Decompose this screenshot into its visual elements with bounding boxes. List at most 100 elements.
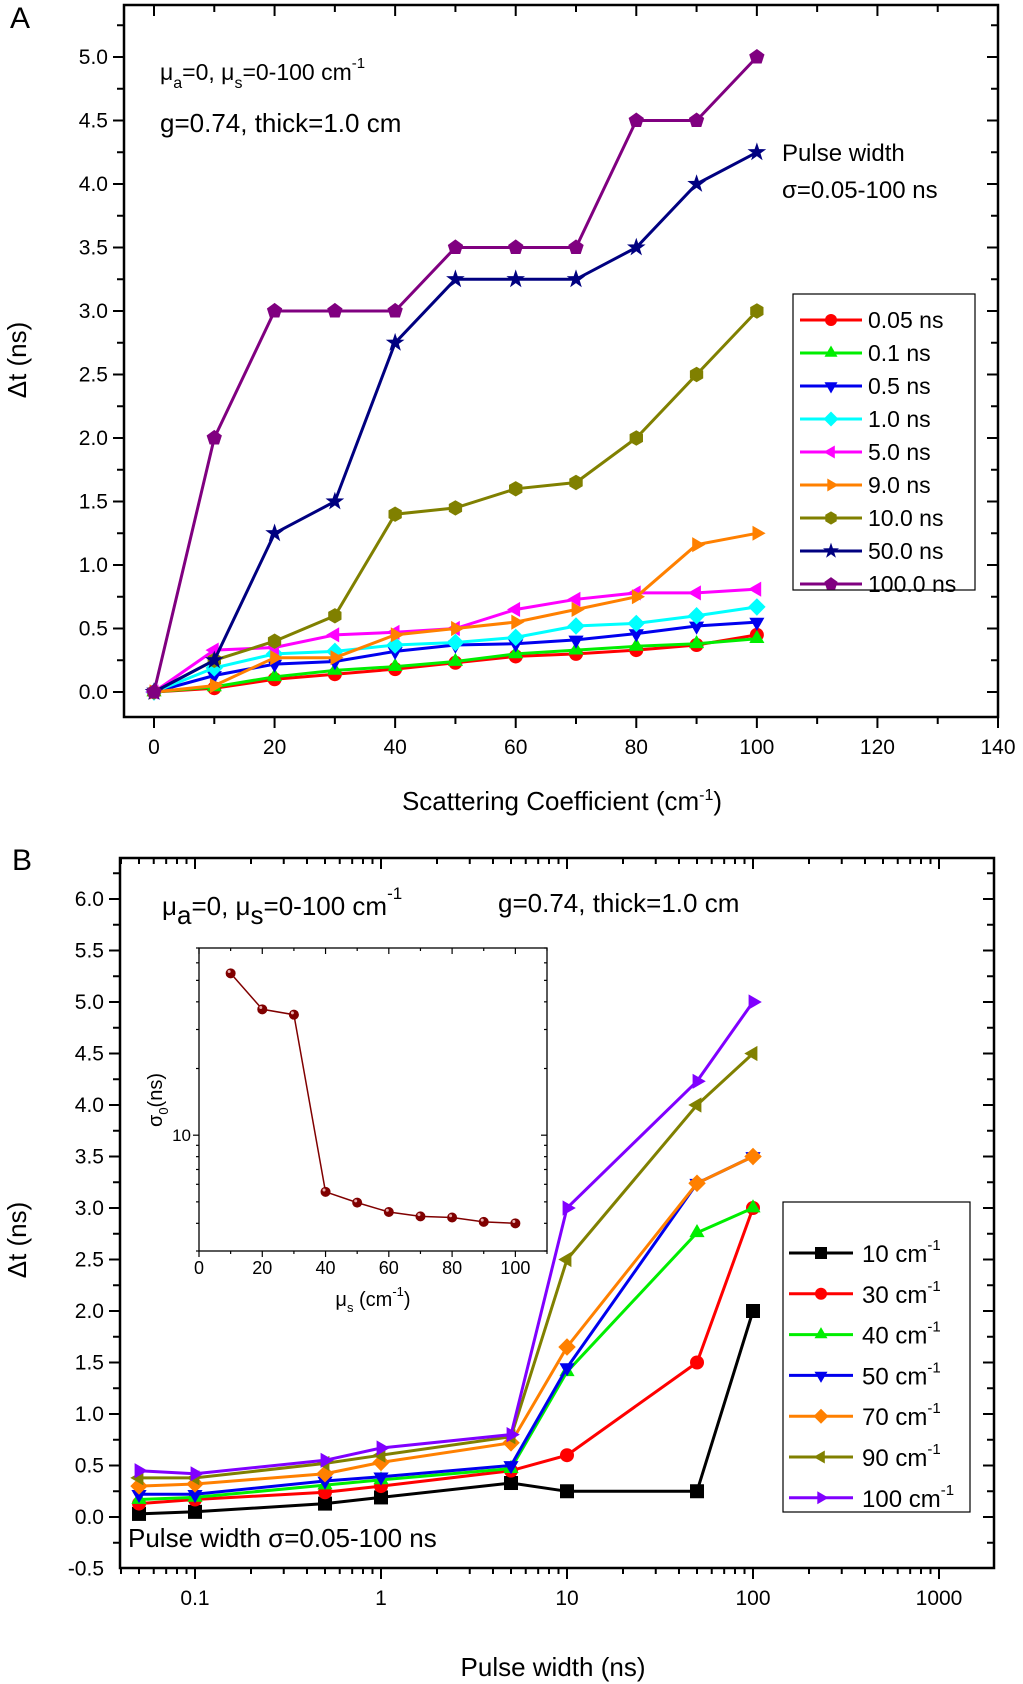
- data-point: [749, 629, 765, 643]
- y-tick-label-a: 4.5: [79, 110, 108, 133]
- inset-y-tick-label: 10: [172, 1126, 191, 1145]
- inset-data-point-highlight: [354, 1199, 358, 1203]
- data-point: [328, 608, 342, 624]
- inset-data-point-highlight: [259, 1006, 263, 1010]
- data-point: [627, 237, 646, 256]
- data-point: [507, 601, 521, 617]
- inset-data-point-highlight: [417, 1213, 421, 1217]
- data-point: [749, 617, 765, 631]
- data-point: [132, 1506, 147, 1521]
- x-axis-label-a: Scattering Coefficient (cm-1): [402, 786, 722, 816]
- y-tick-label-a: 0.5: [79, 618, 108, 641]
- data-point: [558, 1251, 572, 1268]
- inset-x-axis-label: μs (cm-1): [335, 1284, 410, 1315]
- legend-marker: [824, 577, 838, 590]
- legend-marker: [817, 1491, 829, 1505]
- data-point: [566, 269, 586, 288]
- y-tick-label-b: 2.5: [75, 1249, 104, 1272]
- series-line: [153, 150, 758, 694]
- inset-data-point-highlight: [385, 1208, 389, 1212]
- data-point: [134, 1463, 148, 1479]
- legend-a: 0.05 ns 0.1 ns 0.5 ns 1.0 ns 5.0 ns 9.0 ns 10.…: [792, 293, 976, 597]
- y-tick-label-a: 5.0: [79, 46, 108, 69]
- panel-b: B0.1 1 10 100 1000-0.50.00.51.01.52.02.53.03…: [2, 844, 996, 1682]
- y-axis-label-a: Δt (ns): [2, 322, 32, 399]
- panel-label-b: B: [12, 844, 32, 877]
- data-point: [745, 1199, 761, 1213]
- x-tick-label-b: 100: [735, 1587, 770, 1610]
- data-point: [689, 366, 704, 383]
- legend-marker: [815, 1247, 827, 1259]
- legend-marker: [814, 1327, 828, 1339]
- x-tick-label-a: 100: [739, 736, 774, 759]
- x-tick-label-a: 80: [625, 736, 648, 759]
- x-tick-label-a: 120: [860, 736, 895, 759]
- annotation-pulse-a: Pulse width: [782, 140, 905, 167]
- plot-frame-a: [122, 3, 1000, 719]
- data-point: [451, 620, 465, 637]
- data-point: [571, 601, 585, 617]
- series-70-cm: [130, 1147, 762, 1495]
- series-10-0-ns: [147, 303, 764, 700]
- x-tick-label-a: 140: [980, 736, 1015, 759]
- data-point: [746, 1304, 760, 1318]
- y-tick-label-a: 3.0: [79, 300, 108, 323]
- legend-marker: [813, 1408, 829, 1424]
- legend-marker: [823, 411, 839, 427]
- data-point: [327, 302, 343, 318]
- inset-data-point: [510, 1218, 521, 1229]
- legend-label: 100 cm-1: [862, 1482, 954, 1513]
- data-point: [131, 1490, 147, 1504]
- annotation-pulse-b: Pulse width σ=0.05-100 ns: [128, 1523, 437, 1553]
- x-tick-label-b: 1: [375, 1587, 387, 1610]
- data-point: [325, 491, 345, 510]
- series-line: [138, 1310, 755, 1516]
- data-point: [330, 650, 344, 666]
- data-point: [689, 621, 705, 635]
- data-point: [509, 481, 523, 497]
- data-point: [687, 585, 701, 601]
- data-point: [386, 636, 404, 654]
- legend-marker: [827, 478, 839, 492]
- y-tick-label-b: 3.0: [75, 1197, 104, 1220]
- data-point: [387, 302, 403, 318]
- y-tick-label-b: 5.0: [75, 991, 104, 1014]
- y-tick-label-b: 2.0: [75, 1300, 104, 1323]
- panel-a: A 0 20 40 60 80 100 120 140 0.0 0.5 1.0 1.5 2.0 2.5 3.0…: [2, 2, 1016, 816]
- data-point: [627, 614, 645, 633]
- inset-data-point: [225, 968, 236, 979]
- data-point: [692, 1073, 706, 1089]
- data-point: [560, 1448, 574, 1463]
- data-point: [688, 1097, 702, 1113]
- data-point: [205, 650, 224, 669]
- inset-line: [230, 972, 516, 1225]
- data-point: [270, 650, 284, 666]
- data-point: [446, 269, 465, 288]
- data-point: [687, 607, 706, 625]
- series-line: [138, 1207, 755, 1506]
- x-tick-label-b: 1000: [916, 1587, 963, 1610]
- legend-label: 9.0 ns: [868, 472, 931, 498]
- inset-data-point-highlight: [290, 1011, 294, 1015]
- legend-marker: [825, 314, 837, 326]
- data-point: [631, 589, 645, 605]
- data-point: [748, 994, 762, 1010]
- data-point: [508, 239, 524, 254]
- y-tick-label-a: 4.0: [79, 173, 108, 196]
- data-point: [560, 1484, 574, 1499]
- x-tick-label-a: 40: [383, 736, 406, 759]
- inset-data-point: [447, 1212, 458, 1223]
- y-tick-label-a: 2.0: [79, 427, 108, 450]
- legend-marker: [824, 345, 838, 357]
- data-point: [628, 629, 644, 643]
- x-tick-label-b: 10: [555, 1587, 578, 1610]
- data-point: [567, 591, 581, 607]
- inset-data-point-highlight: [449, 1214, 453, 1218]
- data-point: [146, 684, 162, 699]
- annotation-geometry-b: g=0.74, thick=1.0 cm: [498, 888, 739, 918]
- legend-marker: [824, 382, 838, 394]
- x-axis-label-b: Pulse width (ns): [461, 1652, 646, 1682]
- x-tick-label-a: 60: [504, 736, 527, 759]
- inset-chart: 0 20 40 60 80 100 10 μs (cm-1) σ0(ns): [145, 947, 548, 1315]
- series-line: [138, 1001, 755, 1476]
